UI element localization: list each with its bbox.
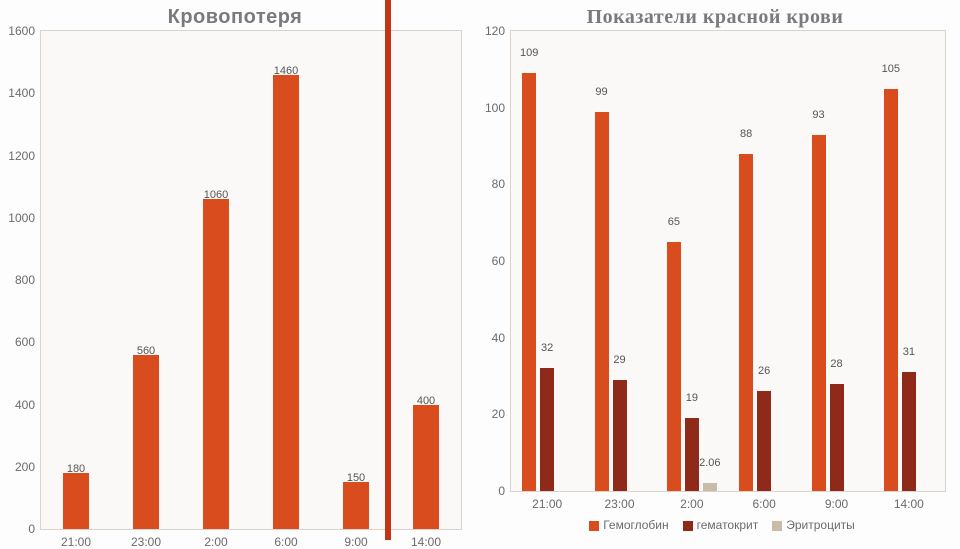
bar-value-label: 2.06 bbox=[699, 457, 720, 469]
bar-value-label: 109 bbox=[520, 47, 538, 59]
bar-value-label: 99 bbox=[595, 86, 607, 98]
bar-value-label: 19 bbox=[686, 392, 698, 404]
y-tick-label: 1200 bbox=[8, 149, 41, 163]
x-tick-label: 6:00 bbox=[274, 529, 297, 549]
x-tick-label: 9:00 bbox=[825, 491, 848, 511]
y-tick-label: 0 bbox=[498, 484, 511, 498]
bar-value-label: 1460 bbox=[274, 65, 298, 77]
left-title: Кровопотеря bbox=[0, 0, 470, 31]
bar-value-label: 180 bbox=[67, 463, 85, 475]
x-tick-label: 9:00 bbox=[344, 529, 367, 549]
x-tick-label: 2:00 bbox=[204, 529, 227, 549]
bar bbox=[667, 242, 681, 491]
right-legend: Гемоглобин гематокрит Эритроциты bbox=[470, 518, 960, 532]
bar-value-label: 560 bbox=[137, 345, 155, 357]
x-tick-label: 23:00 bbox=[131, 529, 161, 549]
x-tick-label: 2:00 bbox=[680, 491, 703, 511]
vertical-divider bbox=[385, 0, 391, 540]
y-tick-label: 40 bbox=[492, 331, 511, 345]
right-panel: Показатели красной крови 020406080100120… bbox=[470, 0, 960, 540]
y-tick-label: 800 bbox=[15, 273, 41, 287]
y-tick-label: 80 bbox=[492, 177, 511, 191]
y-tick-label: 0 bbox=[28, 522, 41, 536]
bar bbox=[830, 384, 844, 491]
x-tick-label: 14:00 bbox=[894, 491, 924, 511]
bar bbox=[522, 73, 536, 491]
bar bbox=[884, 89, 898, 492]
bar bbox=[703, 483, 717, 491]
bar-value-label: 150 bbox=[347, 472, 365, 484]
y-tick-label: 1400 bbox=[8, 86, 41, 100]
legend-label: гематокрит bbox=[697, 518, 759, 532]
left-plot-area: 0200400600800100012001400160021:0023:002… bbox=[40, 30, 462, 530]
bar bbox=[812, 135, 826, 492]
right-plot-area: 02040608010012021:0023:002:006:009:0014:… bbox=[510, 30, 946, 492]
bar-value-label: 29 bbox=[613, 354, 625, 366]
y-tick-label: 120 bbox=[485, 24, 511, 38]
bar bbox=[685, 418, 699, 491]
bar-value-label: 28 bbox=[830, 358, 842, 370]
bar bbox=[133, 355, 159, 529]
x-tick-label: 21:00 bbox=[532, 491, 562, 511]
bar-value-label: 26 bbox=[758, 365, 770, 377]
x-tick-label: 21:00 bbox=[61, 529, 91, 549]
bar-value-label: 32 bbox=[541, 342, 553, 354]
bar-value-label: 65 bbox=[668, 216, 680, 228]
bar bbox=[902, 372, 916, 491]
y-tick-label: 400 bbox=[15, 398, 41, 412]
x-tick-label: 6:00 bbox=[752, 491, 775, 511]
chart-container: Кровопотеря 0200400600800100012001400160… bbox=[0, 0, 960, 540]
bar bbox=[613, 380, 627, 491]
y-tick-label: 600 bbox=[15, 335, 41, 349]
bar-value-label: 105 bbox=[882, 63, 900, 75]
y-tick-label: 60 bbox=[492, 254, 511, 268]
bar-value-label: 93 bbox=[812, 109, 824, 121]
y-tick-label: 200 bbox=[15, 460, 41, 474]
x-tick-label: 14:00 bbox=[411, 529, 441, 549]
y-tick-label: 20 bbox=[492, 407, 511, 421]
left-panel: Кровопотеря 0200400600800100012001400160… bbox=[0, 0, 470, 540]
bar bbox=[343, 482, 369, 529]
bar bbox=[273, 75, 299, 529]
bar-value-label: 88 bbox=[740, 128, 752, 140]
x-tick-label: 23:00 bbox=[604, 491, 634, 511]
bar bbox=[739, 154, 753, 491]
bar-value-label: 1060 bbox=[204, 189, 228, 201]
bar bbox=[63, 473, 89, 529]
bar bbox=[595, 112, 609, 492]
right-title: Показатели красной крови bbox=[470, 0, 960, 31]
bar bbox=[757, 391, 771, 491]
legend-label: Эритроциты bbox=[786, 518, 855, 532]
bar-value-label: 31 bbox=[903, 346, 915, 358]
y-tick-label: 100 bbox=[485, 101, 511, 115]
y-tick-label: 1000 bbox=[8, 211, 41, 225]
bar bbox=[413, 405, 439, 530]
bar bbox=[203, 199, 229, 529]
bar bbox=[540, 368, 554, 491]
y-tick-label: 1600 bbox=[8, 24, 41, 38]
bar-value-label: 400 bbox=[417, 395, 435, 407]
legend-label: Гемоглобин bbox=[603, 518, 668, 532]
